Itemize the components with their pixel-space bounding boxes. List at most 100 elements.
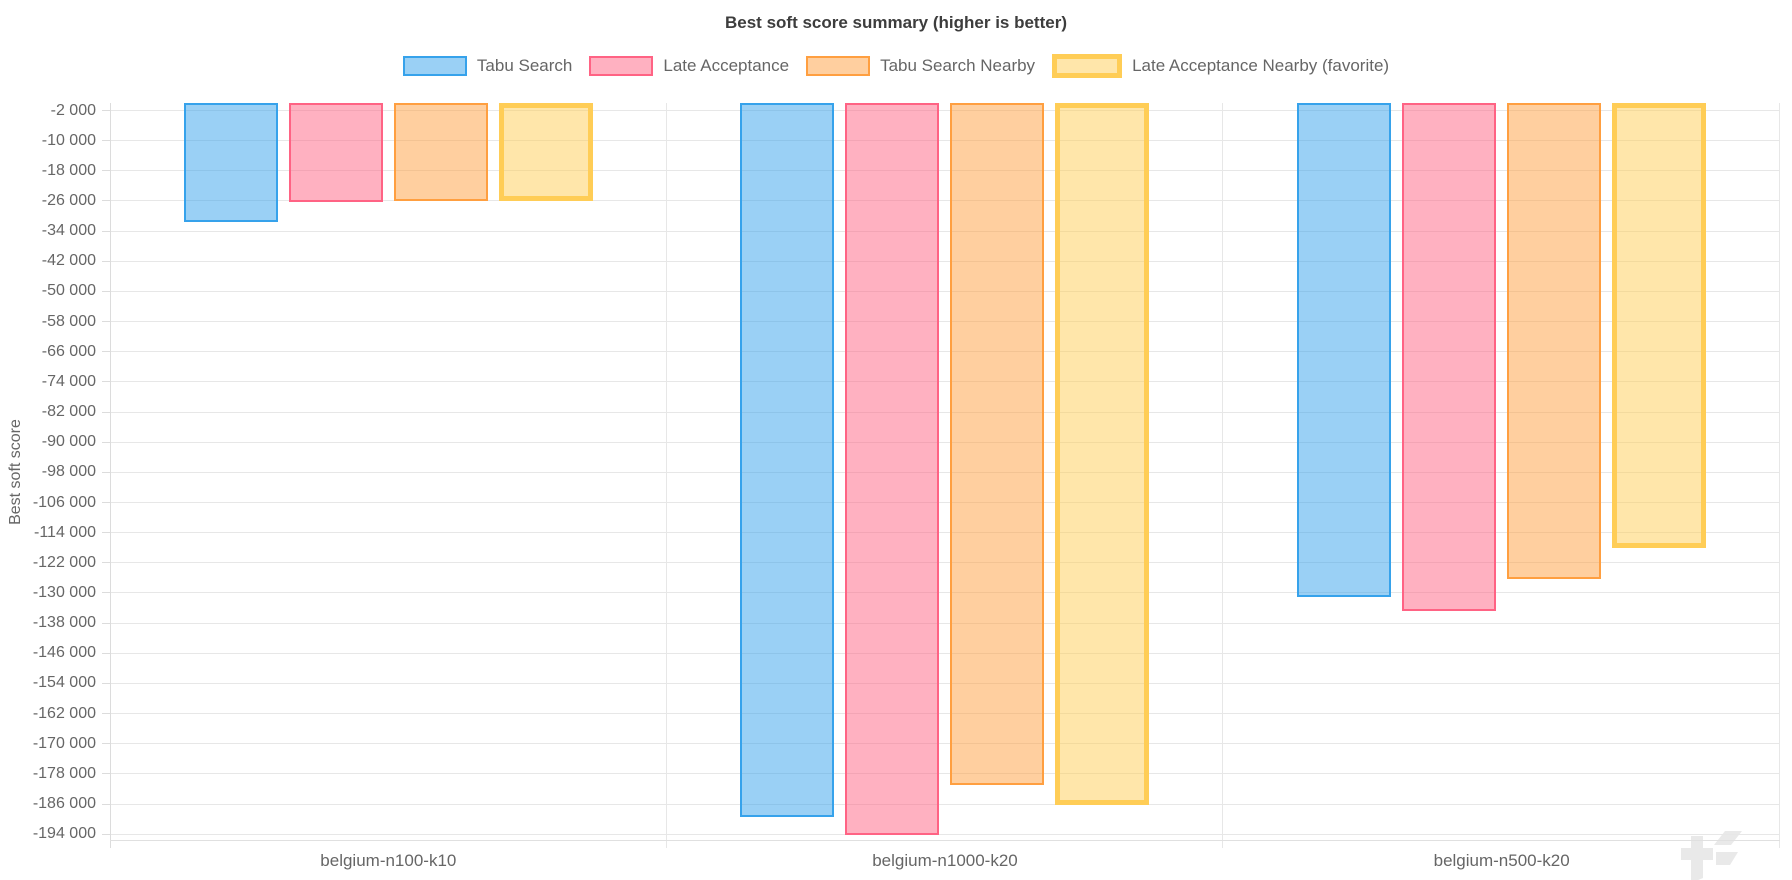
gridline (110, 803, 1780, 805)
y-tick-label: -10 000 (41, 131, 96, 149)
y-tick-mark (102, 140, 110, 142)
bar-late-acceptance-nearby-favorite-belgium-n100-k10[interactable] (498, 103, 593, 202)
y-tick-label: -130 000 (32, 583, 96, 601)
gridline (110, 682, 1780, 684)
gridline (110, 290, 1780, 292)
bar-group-belgium-n100-k10 (110, 103, 667, 841)
y-tick-mark (102, 170, 110, 172)
legend-label: Tabu Search Nearby (880, 56, 1036, 75)
plot-area: timefold (102, 103, 1780, 880)
legend-item-tabu-search[interactable]: Tabu Search (402, 56, 573, 76)
y-tick-label: -66 000 (41, 342, 96, 360)
x-category-label-belgium-n1000-k20: belgium-n1000-k20 (872, 851, 1018, 870)
x-axis-line (110, 840, 1780, 841)
y-tick-mark (102, 110, 110, 112)
bar-tabu-search-belgium-n100-k10[interactable] (183, 103, 278, 222)
y-tick-label: -98 000 (41, 463, 96, 481)
x-axis-labels: belgium-n100-k10 belgium-n1000-k20 belgium… (110, 851, 1780, 875)
y-tick-mark (102, 200, 110, 202)
gridline (110, 110, 1780, 112)
y-tick-mark (102, 592, 110, 594)
y-tick-mark (102, 471, 110, 473)
bar-group-belgium-n1000-k20 (667, 103, 1224, 841)
bar-tabu-search-nearby-belgium-n500-k20[interactable] (1507, 103, 1602, 580)
y-tick-mark (102, 682, 110, 684)
gridline (110, 652, 1780, 654)
y-tick-label: -82 000 (41, 403, 96, 421)
y-tick-label: -26 000 (41, 191, 96, 209)
y-tick-label: -178 000 (32, 764, 96, 782)
gridline (110, 471, 1780, 473)
gridline (110, 411, 1780, 413)
legend-label: Tabu Search (476, 56, 573, 75)
y-tick-label: -34 000 (41, 222, 96, 240)
y-axis-line (110, 103, 111, 848)
legend-swatch (806, 56, 871, 76)
gridline (110, 441, 1780, 443)
bar-tabu-search-nearby-belgium-n1000-k20[interactable] (950, 103, 1045, 786)
gridline (110, 170, 1780, 172)
bar-tabu-search-belgium-n1000-k20[interactable] (740, 103, 835, 818)
y-tick-mark (102, 351, 110, 353)
y-tick-label: -146 000 (32, 644, 96, 662)
bar-late-acceptance-belgium-n100-k10[interactable] (288, 103, 383, 203)
bar-late-acceptance-belgium-n500-k20[interactable] (1402, 103, 1497, 611)
gridline (110, 713, 1780, 715)
y-tick-mark (102, 652, 110, 654)
y-tick-label: -154 000 (32, 674, 96, 692)
category-boundary-line (666, 103, 667, 848)
y-tick-label: -138 000 (32, 614, 96, 632)
x-category-label-belgium-n100-k10: belgium-n100-k10 (320, 851, 457, 870)
y-tick-mark (102, 803, 110, 805)
bar-late-acceptance-nearby-favorite-belgium-n500-k20[interactable] (1612, 103, 1707, 548)
gridline (110, 321, 1780, 323)
y-tick-mark (102, 622, 110, 624)
plot-right-border (1779, 103, 1780, 848)
y-tick-labels: -2 000 -10 000 -18 000 -26 000 -34 000 -42 00… (0, 102, 96, 843)
gridline (110, 351, 1780, 353)
y-tick-mark (102, 743, 110, 745)
legend-label: Late Acceptance Nearby (favorite) (1132, 56, 1390, 75)
y-tick-mark (102, 532, 110, 534)
gridline (110, 140, 1780, 142)
bar-tabu-search-belgium-n500-k20[interactable] (1297, 103, 1392, 597)
gridline (110, 502, 1780, 504)
legend-item-late-acceptance-nearby-favorite[interactable]: Late Acceptance Nearby (favorite) (1052, 54, 1389, 78)
bar-late-acceptance-belgium-n1000-k20[interactable] (845, 103, 940, 836)
y-tick-mark (102, 441, 110, 443)
legend: Tabu Search Late Acceptance Tabu Search Ne… (0, 54, 1792, 78)
gridline (110, 622, 1780, 624)
legend-item-tabu-search-nearby[interactable]: Tabu Search Nearby (806, 56, 1035, 76)
y-tick-label: -194 000 (32, 825, 96, 843)
gridline (110, 562, 1780, 564)
bar-late-acceptance-nearby-favorite-belgium-n1000-k20[interactable] (1055, 103, 1150, 805)
y-tick-mark (102, 260, 110, 262)
y-tick-label: -42 000 (41, 252, 96, 270)
bar-tabu-search-nearby-belgium-n100-k10[interactable] (393, 103, 488, 201)
gridline (110, 833, 1780, 835)
category-boundary-line (1222, 103, 1223, 848)
x-category-label-belgium-n500-k20: belgium-n500-k20 (1433, 851, 1570, 870)
gridline (110, 200, 1780, 202)
chart-title: Best soft score summary (higher is bette… (725, 13, 1067, 32)
gridline (110, 773, 1780, 775)
y-tick-label: -58 000 (41, 312, 96, 330)
y-tick-label: -90 000 (41, 433, 96, 451)
legend-label: Late Acceptance (663, 56, 790, 75)
y-tick-mark (102, 833, 110, 835)
gridline (110, 532, 1780, 534)
gridline (110, 743, 1780, 745)
y-tick-label: -162 000 (32, 704, 96, 722)
y-tick-mark (102, 562, 110, 564)
y-tick-mark (102, 713, 110, 715)
legend-item-late-acceptance[interactable]: Late Acceptance (589, 56, 789, 76)
legend-swatch (1052, 54, 1123, 78)
y-tick-label: -170 000 (32, 734, 96, 752)
legend-swatch (402, 56, 467, 76)
gridline (110, 381, 1780, 383)
y-tick-mark (102, 381, 110, 383)
gridline (110, 230, 1780, 232)
gridline (110, 592, 1780, 594)
y-tick-mark (102, 502, 110, 504)
